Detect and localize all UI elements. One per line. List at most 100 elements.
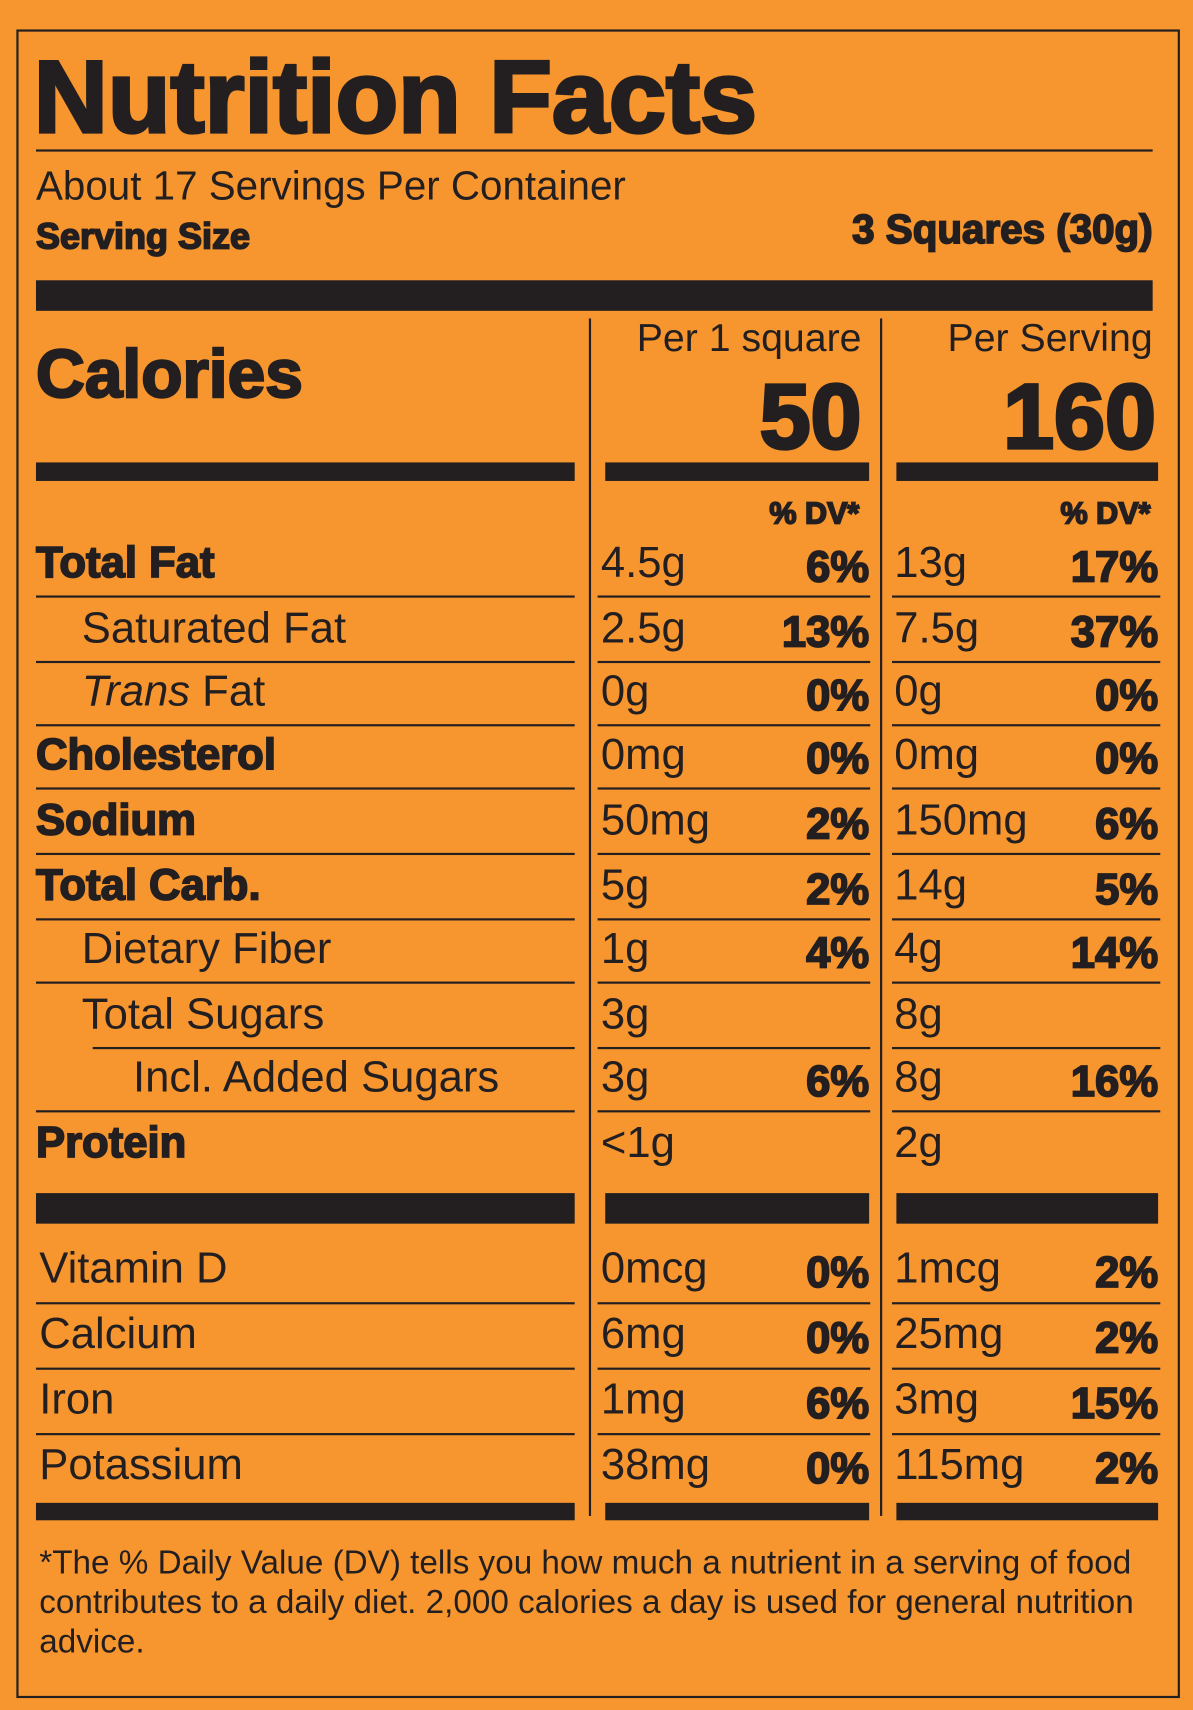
amount: 3g [600,990,650,1039]
title: Nutrition Facts [32,39,759,154]
calories-value: 50 [758,365,863,468]
daily-value: 17% [1070,543,1159,592]
amount: 115mg [894,1440,1025,1489]
calories-label: Calories [35,336,304,413]
row-rule [597,1433,871,1436]
row-rule [597,981,871,984]
nutrient-label-text: Vitamin D [39,1244,228,1293]
row-rule [892,981,1161,984]
row-rule [597,660,871,664]
daily-value: 0% [1094,671,1159,720]
daily-value: 6% [805,543,870,592]
nutrient-label: Total Fat [35,538,215,587]
row-rule [597,1046,871,1050]
row-rule [35,1302,575,1305]
amount: 1g [600,924,650,973]
amount: 2.5g [600,604,686,653]
row-rule [92,1046,575,1050]
daily-value: 0% [1094,735,1159,784]
amount: 150mg [894,796,1028,845]
column-divider [880,318,883,1516]
row-rule [597,852,871,856]
daily-value: 13% [781,608,870,657]
daily-value: 4% [805,929,870,978]
daily-value: 5% [1094,865,1159,914]
row-rule [892,852,1161,856]
row-rule [892,724,1161,727]
daily-value: 0% [805,735,870,784]
amount: 25mg [894,1309,1004,1358]
daily-value: 14% [1070,929,1159,978]
serving-size-label: Serving Size [35,215,251,257]
daily-value: 6% [1094,800,1159,849]
row-rule [35,918,575,921]
row-rule [892,1046,1161,1050]
thick-rule [35,462,575,481]
row-rule [35,595,575,598]
row-rule [35,852,575,856]
label-border [16,29,1180,1699]
amount: 7.5g [894,604,980,653]
nutrient-label-text: Incl. Added Sugars [133,1053,500,1102]
row-rule [597,595,871,598]
daily-value: 0% [805,671,870,720]
row-rule [35,1110,575,1113]
thick-rule [896,1502,1159,1521]
daily-value: 2% [1094,1445,1159,1494]
dv-heading: % DV* [769,496,861,531]
row-rule [892,1433,1161,1436]
nutrient-label-text: Sodium [35,796,197,845]
amount: 6mg [600,1309,686,1358]
column-heading: Per 1 square [636,315,862,360]
nutrient-label-text: Dietary Fiber [81,924,332,973]
daily-value: 2% [1094,1248,1159,1297]
thick-rule [35,280,1153,311]
row-rule [597,787,871,790]
row-rule [892,595,1161,598]
nutrient-label-text: Iron [39,1375,115,1424]
row-rule [892,660,1161,664]
amount: 5g [600,861,650,910]
nutrient-label: Incl. Added Sugars [133,1056,499,1100]
amount: 4.5g [600,538,686,587]
row-rule [597,1302,871,1305]
daily-value: 6% [805,1057,870,1106]
nutrient-label-italic: Trans [81,667,191,716]
thick-rule [35,1193,575,1224]
thick-rule [605,1502,870,1521]
daily-value: 2% [1094,1314,1159,1363]
amount: 1mcg [894,1244,1001,1293]
row-rule [35,660,575,664]
daily-value: 0% [805,1445,870,1494]
nutrient-label: Calcium [39,1312,197,1356]
rule [35,149,1153,152]
nutrient-label-text: Protein [35,1118,187,1167]
column-heading: Per Serving [947,315,1153,360]
nutrient-label: Potassium [39,1443,243,1487]
amount: 8g [894,990,943,1039]
nutrient-label: Saturated Fat [82,606,346,650]
row-rule [892,1110,1161,1113]
row-rule [597,1110,871,1113]
row-rule [892,1367,1161,1370]
nutrient-label: Total Carb. [35,863,261,908]
row-rule [597,918,871,921]
nutrient-label-text: Total Fat [35,538,215,587]
nutrient-label: Protein [35,1118,187,1167]
daily-value: 0% [805,1248,870,1297]
row-rule [892,787,1161,790]
amount: 2g [894,1118,943,1167]
amount: 0mg [894,730,980,779]
row-rule [35,981,575,984]
nutrient-label-text: Saturated Fat [81,604,347,653]
amount: 0mg [600,730,686,779]
amount: 14g [894,861,968,910]
thick-rule [896,462,1159,481]
daily-value: 37% [1070,608,1159,657]
nutrient-label: Iron [39,1377,114,1421]
calories-value: 160 [1001,365,1157,468]
daily-value: 0% [805,1314,870,1363]
row-rule [597,724,871,727]
thick-rule [35,1502,575,1521]
daily-value: 2% [805,800,870,849]
